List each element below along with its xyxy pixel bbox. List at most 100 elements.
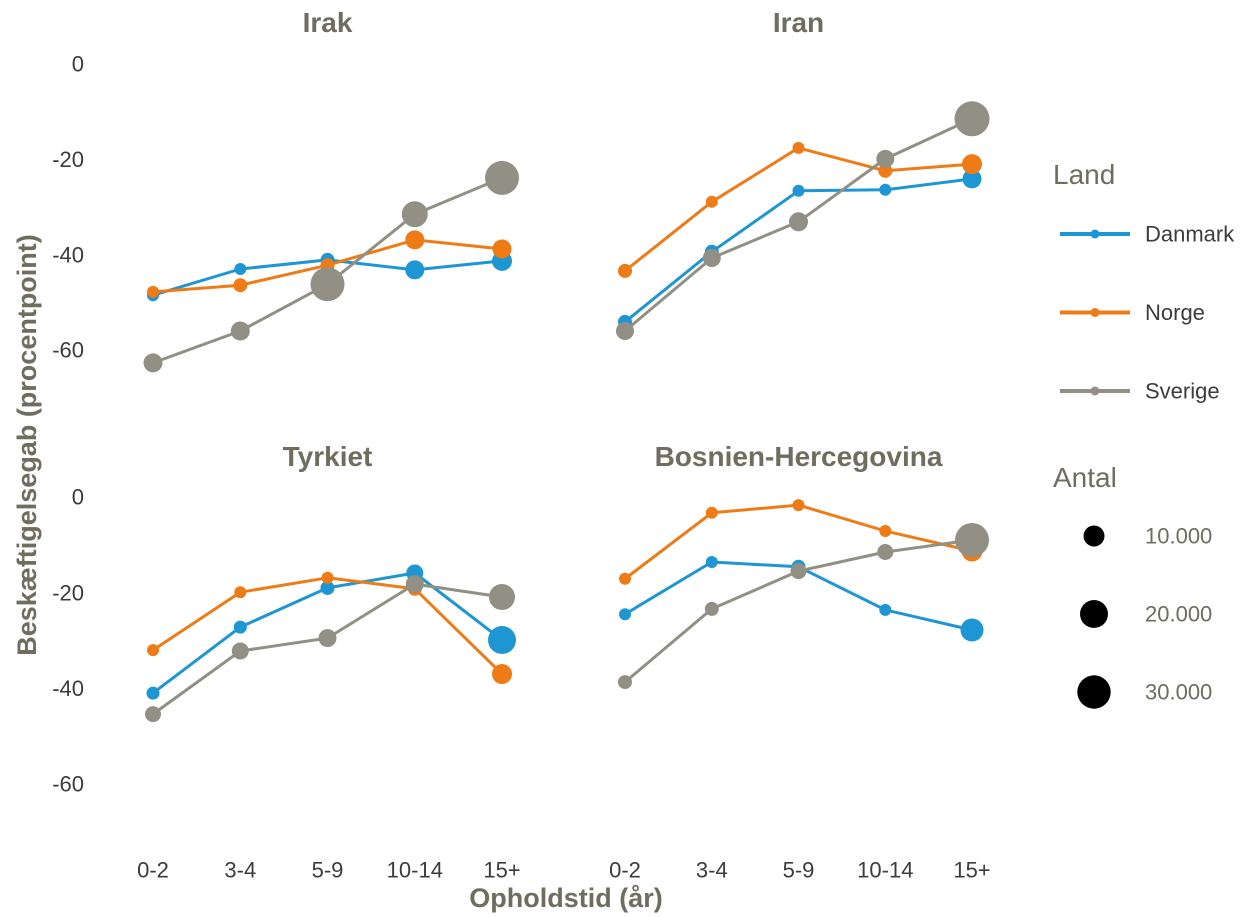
y-tick-label: 0: [72, 52, 84, 77]
data-point-sverige: [790, 563, 807, 580]
x-tick-label: 15+: [953, 858, 990, 883]
data-point-sverige: [401, 201, 428, 228]
legend-size-item: 30.000: [1077, 675, 1212, 709]
data-point-sverige: [876, 149, 895, 168]
legend-item-label: Norge: [1145, 300, 1205, 325]
data-point-norge: [492, 664, 512, 684]
legend-title-land: Land: [1053, 159, 1115, 190]
series-line-sverige: [151, 582, 504, 716]
legend-size-dot: [1080, 600, 1108, 628]
data-point-norge: [233, 278, 248, 293]
data-point-sverige: [310, 267, 345, 302]
data-point-sverige: [616, 322, 634, 340]
data-point-danmark: [879, 603, 892, 616]
data-point-sverige: [230, 321, 250, 341]
panel-title: Tyrkiet: [283, 441, 373, 472]
data-point-norge: [405, 230, 425, 250]
data-point-danmark: [705, 556, 718, 568]
data-point-danmark: [962, 169, 982, 189]
data-point-danmark: [233, 620, 247, 634]
y-axis-label: Beskæftigelsegab (procentpoint): [12, 234, 42, 656]
x-tick-label: 10-14: [387, 858, 443, 883]
legend-size-label: 20.000: [1145, 602, 1212, 627]
x-tick-label: 15+: [483, 858, 520, 883]
legend-size-item: 10.000: [1083, 524, 1212, 549]
legend-item-sverige: Sverige: [1060, 379, 1220, 404]
panel-bosnien-hercegovina: Bosnien-Hercegovina 0-2 3-4 5-9 10-14 15+: [609, 441, 991, 883]
data-point-norge: [619, 572, 631, 585]
legend-size-label: 30.000: [1145, 680, 1212, 705]
legend-item-label: Danmark: [1145, 222, 1235, 247]
legend-item-norge: Norge: [1060, 300, 1205, 325]
legend-key-dot: [1090, 308, 1100, 317]
data-point-danmark: [792, 184, 805, 197]
data-point-danmark: [879, 183, 892, 196]
y-tick-label: -20: [52, 580, 84, 605]
data-point-sverige: [618, 675, 632, 690]
y-tick-label: -40: [52, 676, 84, 701]
data-point-norge: [492, 239, 512, 259]
panel-title: Irak: [303, 7, 353, 38]
data-point-sverige: [318, 629, 337, 648]
y-tick-label: -20: [52, 147, 84, 172]
y-tick-label: 0: [72, 485, 84, 510]
x-tick-label: 3-4: [224, 858, 256, 883]
data-point-sverige: [231, 642, 249, 660]
data-point-sverige: [489, 584, 515, 610]
data-point-norge: [147, 644, 159, 657]
x-tick-label: 0-2: [137, 858, 169, 883]
data-point-norge: [879, 525, 892, 537]
legend-size-dot: [1083, 525, 1105, 547]
data-point-norge: [792, 499, 805, 512]
x-axis-label: Opholdstid (år): [469, 883, 662, 913]
x-tick-label: 5-9: [312, 858, 344, 883]
data-point-sverige: [704, 601, 719, 616]
legend-item-label: Sverige: [1145, 379, 1220, 404]
data-point-danmark: [320, 580, 335, 595]
legend-size-label: 10.000: [1145, 524, 1212, 549]
series-line-danmark: [623, 177, 974, 324]
data-point-sverige: [955, 523, 989, 557]
legend-key-dot: [1090, 386, 1100, 396]
panel-tyrkiet: Tyrkiet 0 -20 -40 -60 0-2 3-4 5-9 10-14 15+: [52, 441, 520, 883]
data-point-sverige: [145, 706, 161, 723]
data-point-norge: [618, 263, 632, 278]
data-point-danmark: [960, 618, 984, 642]
data-point-norge: [962, 154, 982, 175]
x-tick-label: 3-4: [696, 858, 728, 883]
y-tick-label: -60: [52, 338, 84, 363]
panel-title: Bosnien-Hercegovina: [655, 441, 943, 472]
data-point-norge: [705, 195, 718, 208]
panel-title: Iran: [773, 7, 824, 38]
data-point-danmark: [405, 260, 425, 280]
data-point-norge: [878, 163, 893, 178]
data-point-danmark: [146, 686, 160, 700]
y-tick-label: -40: [52, 242, 84, 267]
data-point-sverige: [143, 353, 163, 373]
data-point-norge: [147, 285, 159, 298]
legend-item-danmark: Danmark: [1060, 222, 1235, 247]
x-tick-label: 10-14: [857, 858, 913, 883]
legend-title-antal: Antal: [1053, 462, 1117, 493]
data-point-danmark: [234, 263, 247, 275]
data-point-sverige: [702, 249, 721, 267]
data-point-norge: [234, 586, 247, 599]
legend-size-dot: [1077, 675, 1111, 709]
data-point-sverige: [877, 544, 894, 560]
series-line-norge: [623, 146, 974, 273]
data-point-danmark: [488, 626, 516, 654]
x-tick-label: 0-2: [609, 858, 641, 883]
legend-key-dot: [1090, 229, 1100, 239]
y-tick-label: -60: [52, 772, 84, 797]
x-tick-label: 5-9: [783, 858, 815, 883]
data-point-sverige: [485, 160, 519, 195]
data-point-sverige: [405, 575, 424, 594]
legend: Land Antal Danmark Norge Sverige 10.000 20.0…: [1053, 159, 1235, 709]
data-point-norge: [321, 571, 334, 584]
panel-iran: Iran: [616, 7, 990, 340]
data-point-sverige: [954, 101, 990, 137]
data-point-sverige: [789, 212, 808, 232]
